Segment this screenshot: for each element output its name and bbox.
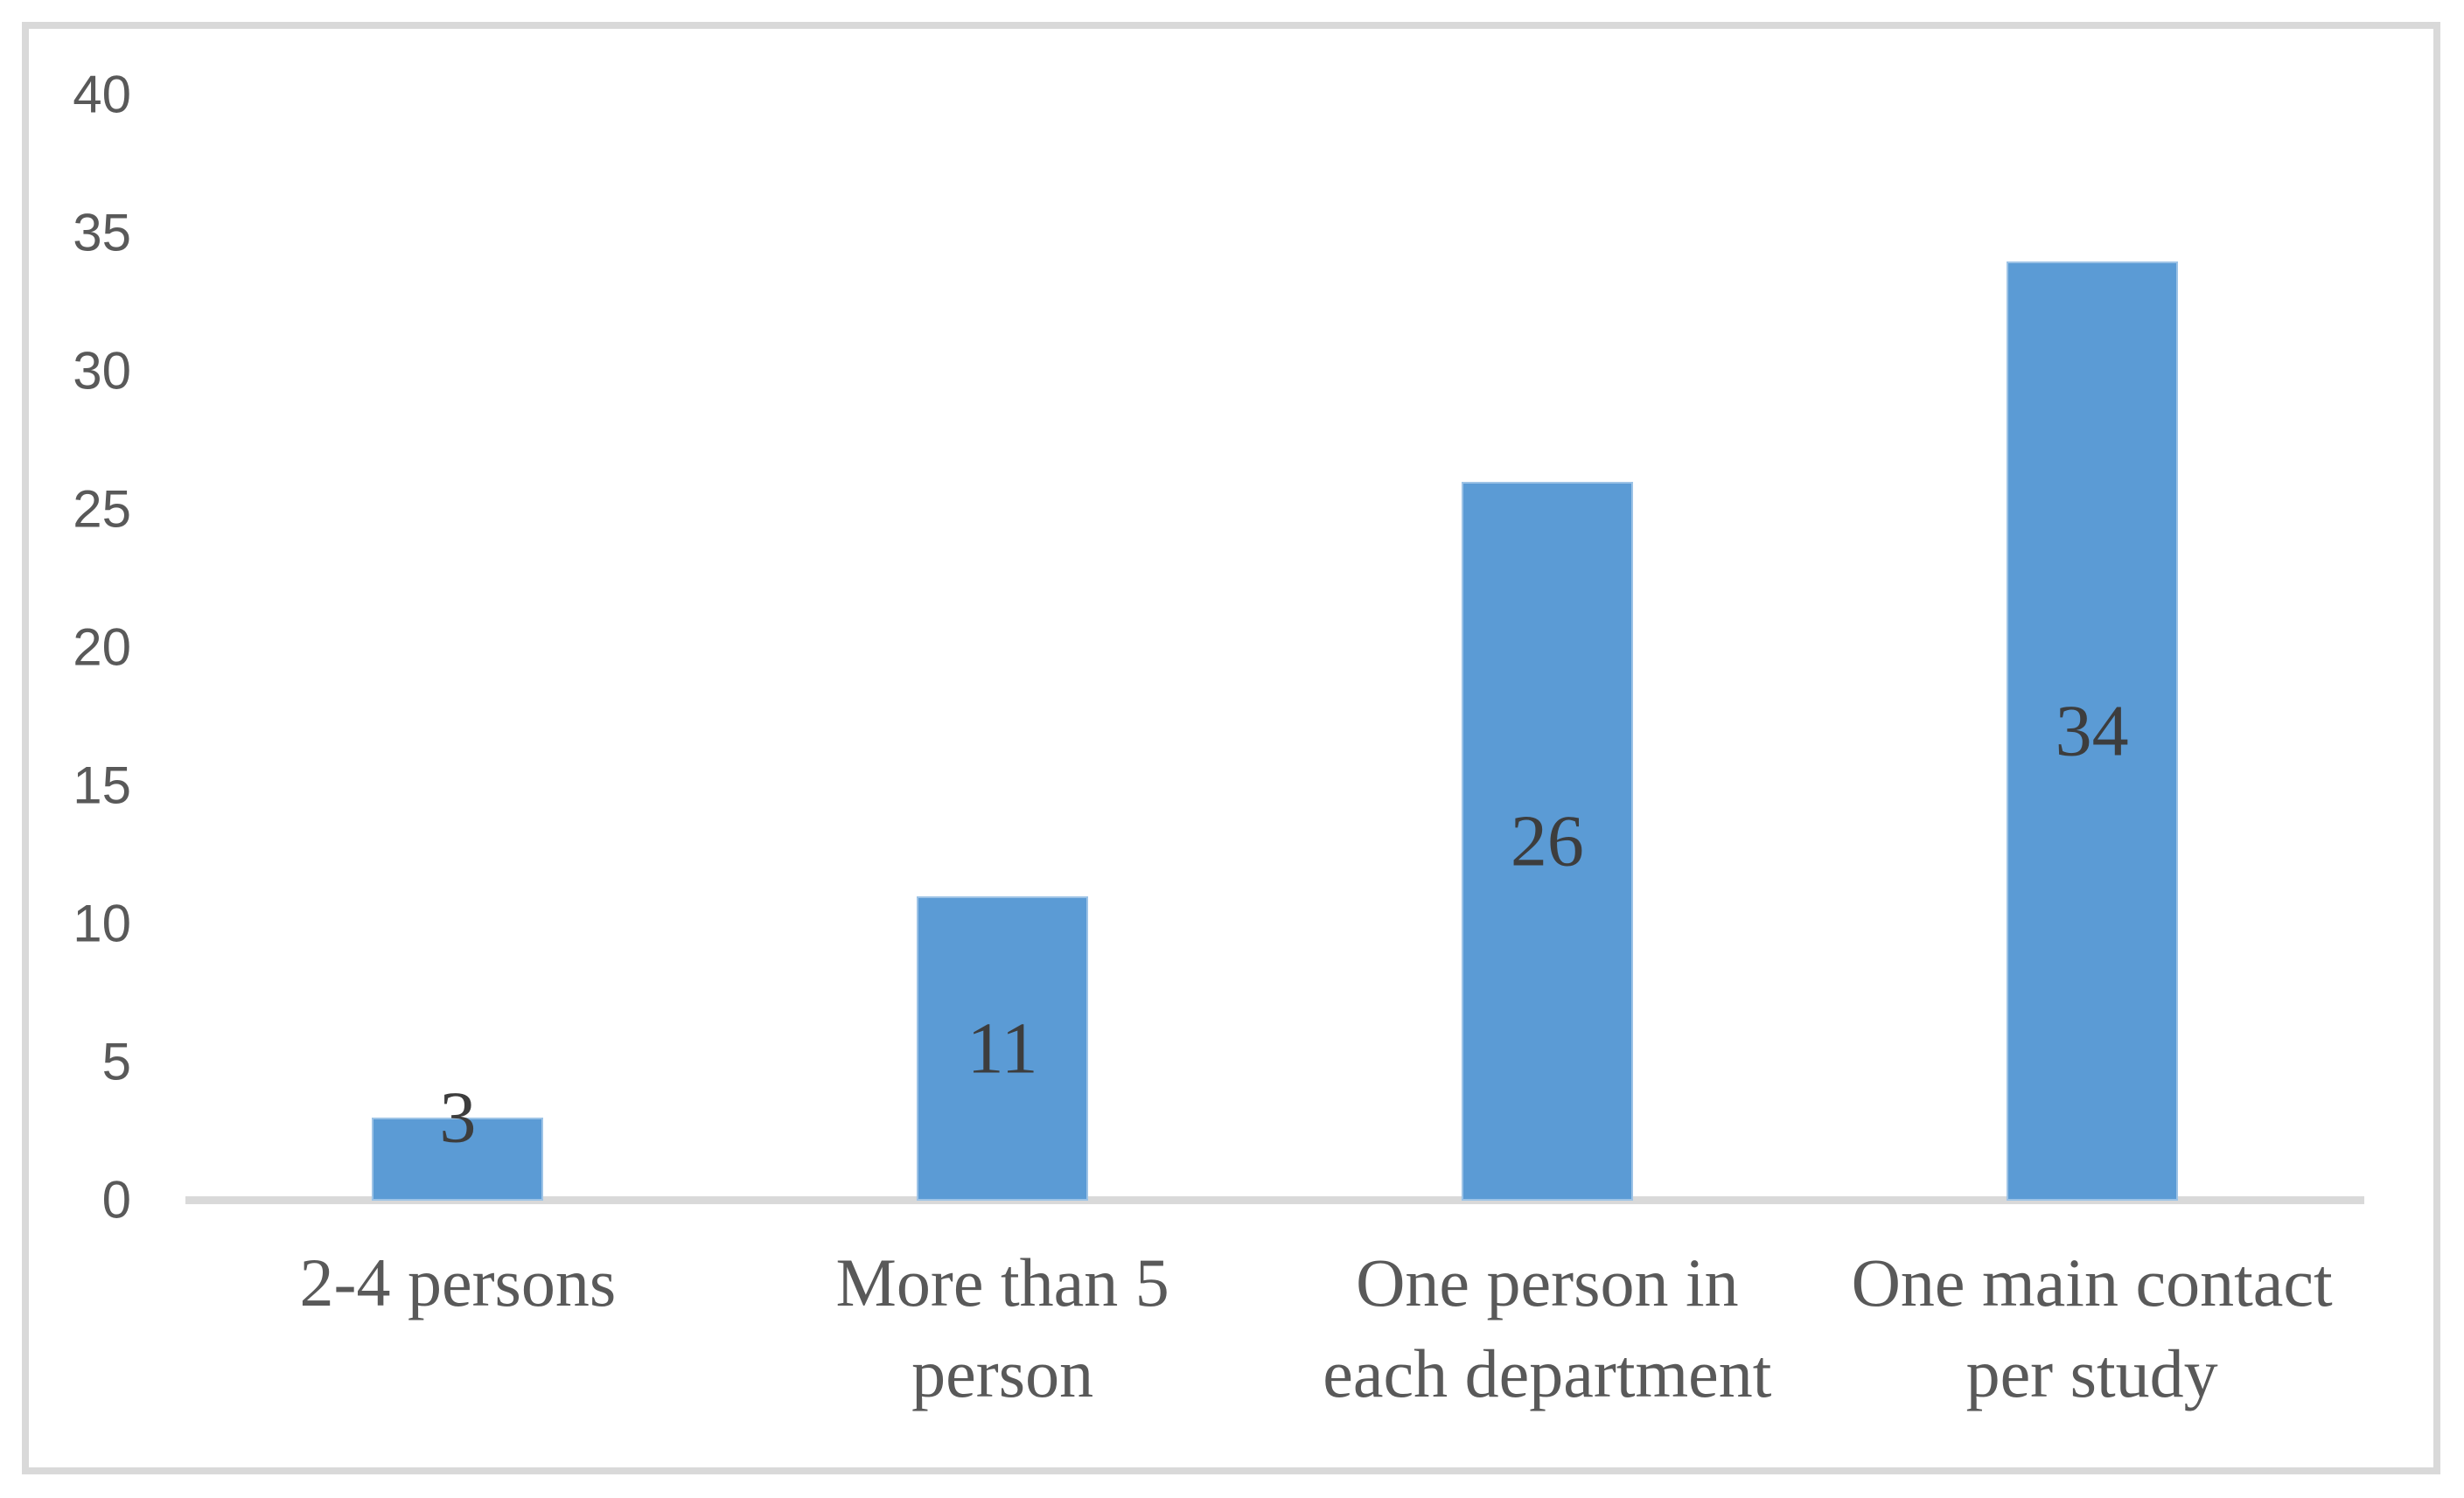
y-tick-label: 0	[101, 1170, 131, 1230]
y-axis: 0 5 10 15 20 25 30 35 40	[0, 0, 131, 1498]
x-axis-category-label: More than 5 person	[729, 1237, 1275, 1418]
y-tick-label: 25	[73, 479, 131, 539]
bar-data-label: 26	[1510, 800, 1584, 882]
y-tick-label: 15	[73, 756, 131, 815]
y-tick-label: 35	[73, 203, 131, 262]
bar-4	[2006, 261, 2178, 1201]
bar-data-label: 34	[2055, 690, 2129, 772]
x-axis-category-label-line: One person in	[1356, 1244, 1739, 1320]
y-tick-label: 40	[73, 65, 131, 124]
bar-2	[917, 896, 1089, 1201]
x-axis-category-label-line: 2-4 persons	[299, 1244, 617, 1320]
x-axis-category-label-line: person	[911, 1334, 1094, 1411]
x-axis-category-label: One main contact per study	[1819, 1237, 2365, 1418]
bar-3	[1461, 482, 1633, 1201]
bar-data-label: 11	[967, 1007, 1038, 1090]
y-tick-label: 20	[73, 617, 131, 677]
x-axis-line	[185, 1196, 2364, 1204]
y-tick-label: 5	[101, 1032, 131, 1091]
x-axis-category-label: One person in each department	[1274, 1237, 1820, 1418]
x-axis-category-label-line: each department	[1323, 1334, 1772, 1411]
bar-1	[372, 1118, 544, 1201]
x-axis-category-label-line: More than 5	[835, 1244, 1169, 1320]
y-tick-label: 10	[73, 894, 131, 953]
x-axis-category-label-line: One main contact	[1851, 1244, 2333, 1320]
x-axis-category-label-line: per study	[1965, 1334, 2218, 1411]
y-tick-label: 30	[73, 341, 131, 401]
x-axis-category-label: 2-4 persons	[185, 1237, 730, 1328]
bar-data-label: 3	[439, 1076, 477, 1159]
